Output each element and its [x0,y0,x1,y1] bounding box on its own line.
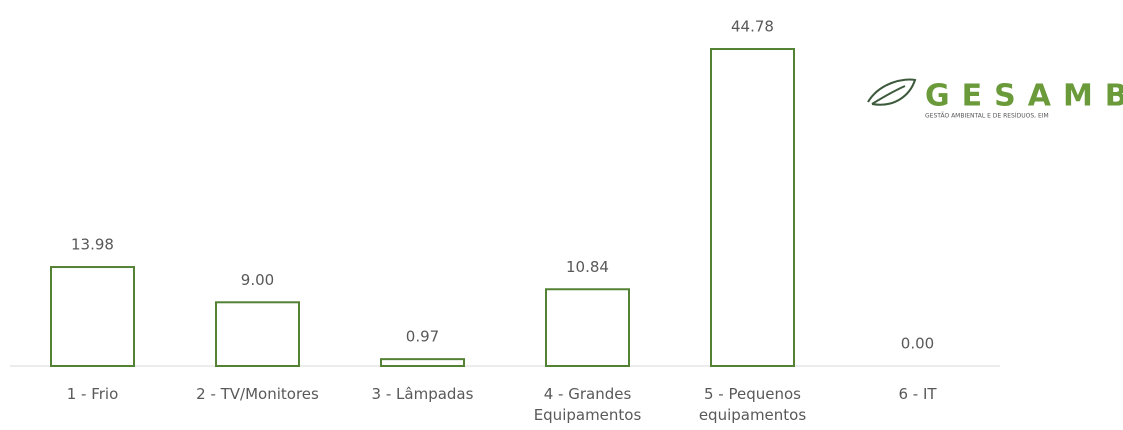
bar [710,48,795,367]
x-tick-label: 4 - Grandes Equipamentos [534,385,642,424]
data-label: 10.84 [566,258,609,276]
bar [50,266,135,368]
logo-tagline: GESTÃO AMBIENTAL E DE RESÍDUOS, EIM [925,113,1049,120]
x-tick-label: 2 - TV/Monitores [196,385,319,403]
data-label: 0.97 [406,328,439,346]
x-tick-label: 5 - Pequenos equipamentos [699,385,807,424]
x-tick-label: 6 - IT [898,385,937,403]
logo-leaf [867,78,917,106]
x-tick-label: 1 - Frio [67,385,119,403]
logo-name: GESAMB [925,79,1123,114]
logo: GESAMB GESTÃO AMBIENTAL E DE RESÍDUOS, E… [867,78,1123,120]
bar [380,358,465,368]
x-tick-label: 3 - Lâmpadas [372,385,474,403]
bar [215,301,300,367]
bar [545,288,630,367]
data-label: 13.98 [71,236,114,254]
data-label: 44.78 [731,18,774,36]
data-label: 9.00 [241,271,274,289]
data-label: 0.00 [901,335,934,353]
